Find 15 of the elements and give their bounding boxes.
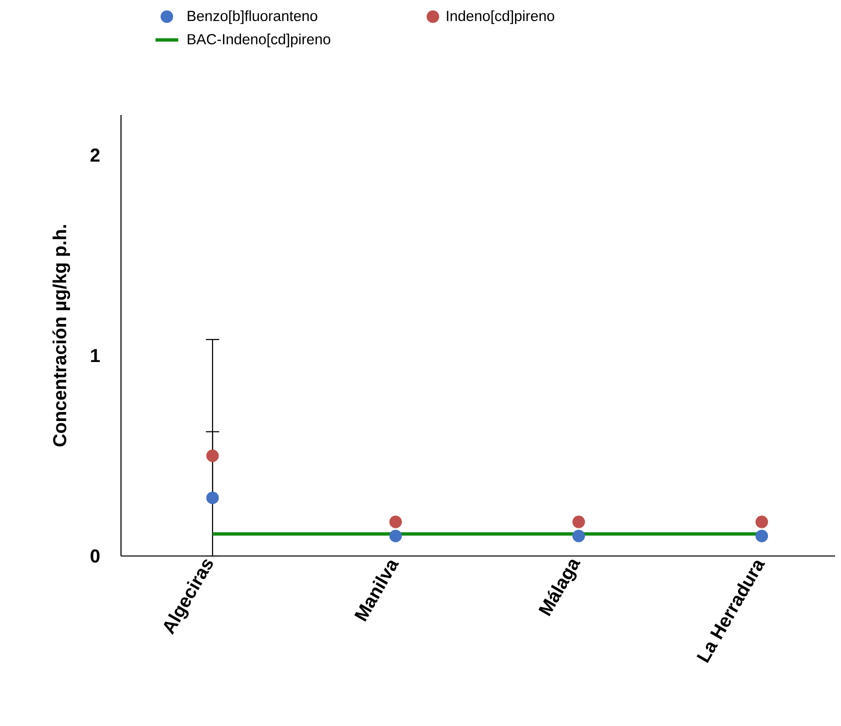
point xyxy=(572,530,585,542)
y-tick-label: 0 xyxy=(90,549,100,563)
point xyxy=(389,530,402,542)
y-tick-label: 2 xyxy=(90,148,100,162)
legend-label: BAC-Indeno[cd]pireno xyxy=(188,34,330,48)
point xyxy=(206,450,219,462)
point xyxy=(389,516,402,528)
y-tick-label: 1 xyxy=(91,349,100,362)
point xyxy=(756,530,768,542)
point xyxy=(756,516,768,528)
point xyxy=(572,516,585,528)
point xyxy=(206,492,219,504)
legend-label: Benzo[b]fluoranteno xyxy=(188,10,318,24)
y-axis-title: Concentración µg/kg p.h. xyxy=(52,225,70,446)
legend-label: Indeno[cd]pireno xyxy=(446,10,554,24)
